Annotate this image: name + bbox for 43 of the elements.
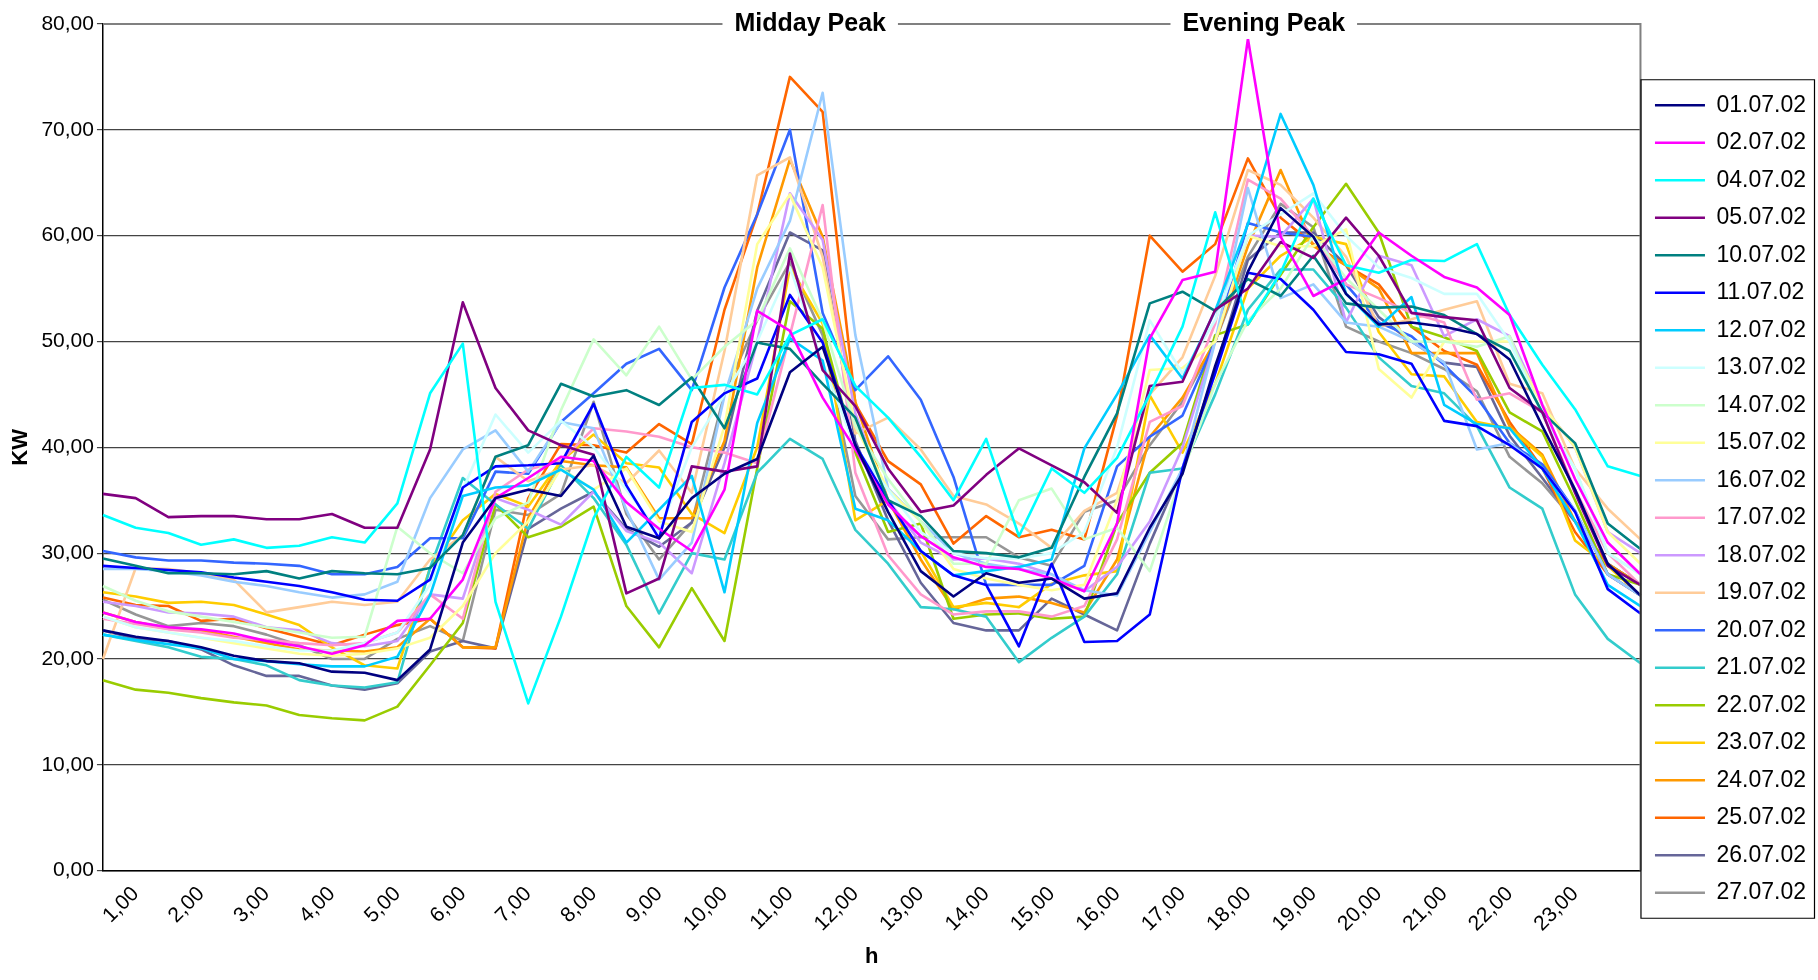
annotation: Evening Peak (1182, 7, 1346, 36)
legend-label: 01.07.02 (1716, 90, 1806, 117)
legend-label: 19.07.02 (1716, 578, 1806, 605)
legend-label: 10.07.02 (1716, 240, 1806, 267)
y-tick-label: 40,00 (41, 434, 94, 458)
legend-label: 21.07.02 (1716, 653, 1806, 680)
legend-label: 14.07.02 (1716, 390, 1806, 417)
legend-label: 23.07.02 (1716, 728, 1806, 755)
legend-label: 04.07.02 (1716, 165, 1806, 192)
annotation: Midday Peak (734, 7, 887, 36)
x-tick-label: 7,00 (489, 881, 536, 927)
y-tick-label: 10,00 (41, 751, 94, 775)
legend-label: 12.07.02 (1716, 315, 1806, 342)
y-tick-label: 50,00 (41, 328, 94, 352)
y-tick-label: 20,00 (41, 645, 94, 669)
legend-label: 20.07.02 (1716, 615, 1806, 642)
legend-label: 11.07.02 (1716, 278, 1805, 305)
legend-label: 24.07.02 (1716, 765, 1806, 792)
legend-label: 02.07.02 (1716, 128, 1806, 155)
y-axis-title: KW (7, 428, 33, 466)
y-tick-label: 80,00 (41, 10, 94, 34)
x-tick-label: 6,00 (424, 881, 470, 927)
y-tick-label: 60,00 (41, 222, 94, 246)
x-tick-label: 5,00 (359, 881, 405, 927)
legend-label: 22.07.02 (1716, 690, 1806, 717)
legend-label: 25.07.02 (1716, 803, 1806, 830)
x-axis-title: h (864, 942, 879, 968)
y-tick-label: 0,00 (53, 857, 94, 881)
x-tick-label: 1,00 (97, 881, 143, 927)
x-tick-label: 8,00 (555, 881, 601, 927)
legend-label: 16.07.02 (1716, 465, 1806, 492)
y-tick-label: 70,00 (41, 116, 94, 140)
legend-label: 13.07.02 (1716, 353, 1806, 380)
x-tick-label: 3,00 (228, 881, 274, 927)
x-tick-label: 4,00 (293, 881, 339, 927)
y-tick-label: 30,00 (41, 539, 94, 563)
legend-label: 17.07.02 (1716, 503, 1806, 530)
x-tick-label: 9,00 (620, 881, 666, 927)
legend-label: 15.07.02 (1716, 428, 1806, 455)
legend-label: 18.07.02 (1716, 540, 1806, 567)
legend-label: 26.07.02 (1716, 840, 1806, 867)
legend-label: 05.07.02 (1716, 203, 1806, 230)
legend-label: 27.07.02 (1716, 878, 1806, 905)
